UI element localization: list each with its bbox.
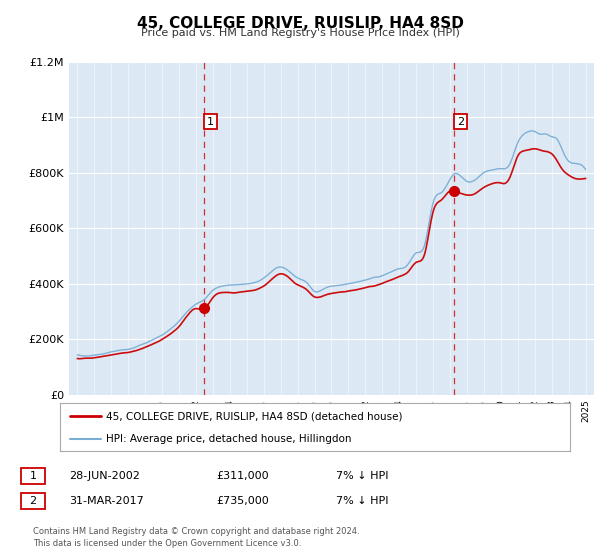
Text: 1: 1 — [207, 116, 214, 127]
Text: 2: 2 — [29, 496, 37, 506]
Text: 45, COLLEGE DRIVE, RUISLIP, HA4 8SD: 45, COLLEGE DRIVE, RUISLIP, HA4 8SD — [137, 16, 463, 31]
Text: Contains HM Land Registry data © Crown copyright and database right 2024.: Contains HM Land Registry data © Crown c… — [33, 528, 359, 536]
Text: 7% ↓ HPI: 7% ↓ HPI — [336, 471, 389, 481]
Text: 1: 1 — [29, 471, 37, 481]
Text: 31-MAR-2017: 31-MAR-2017 — [69, 496, 144, 506]
Text: 28-JUN-2002: 28-JUN-2002 — [69, 471, 140, 481]
Text: £735,000: £735,000 — [216, 496, 269, 506]
Text: This data is licensed under the Open Government Licence v3.0.: This data is licensed under the Open Gov… — [33, 539, 301, 548]
Text: 7% ↓ HPI: 7% ↓ HPI — [336, 496, 389, 506]
Text: HPI: Average price, detached house, Hillingdon: HPI: Average price, detached house, Hill… — [106, 434, 352, 444]
Text: £311,000: £311,000 — [216, 471, 269, 481]
Text: Price paid vs. HM Land Registry's House Price Index (HPI): Price paid vs. HM Land Registry's House … — [140, 28, 460, 38]
Text: 45, COLLEGE DRIVE, RUISLIP, HA4 8SD (detached house): 45, COLLEGE DRIVE, RUISLIP, HA4 8SD (det… — [106, 411, 403, 421]
Text: 2: 2 — [457, 116, 464, 127]
